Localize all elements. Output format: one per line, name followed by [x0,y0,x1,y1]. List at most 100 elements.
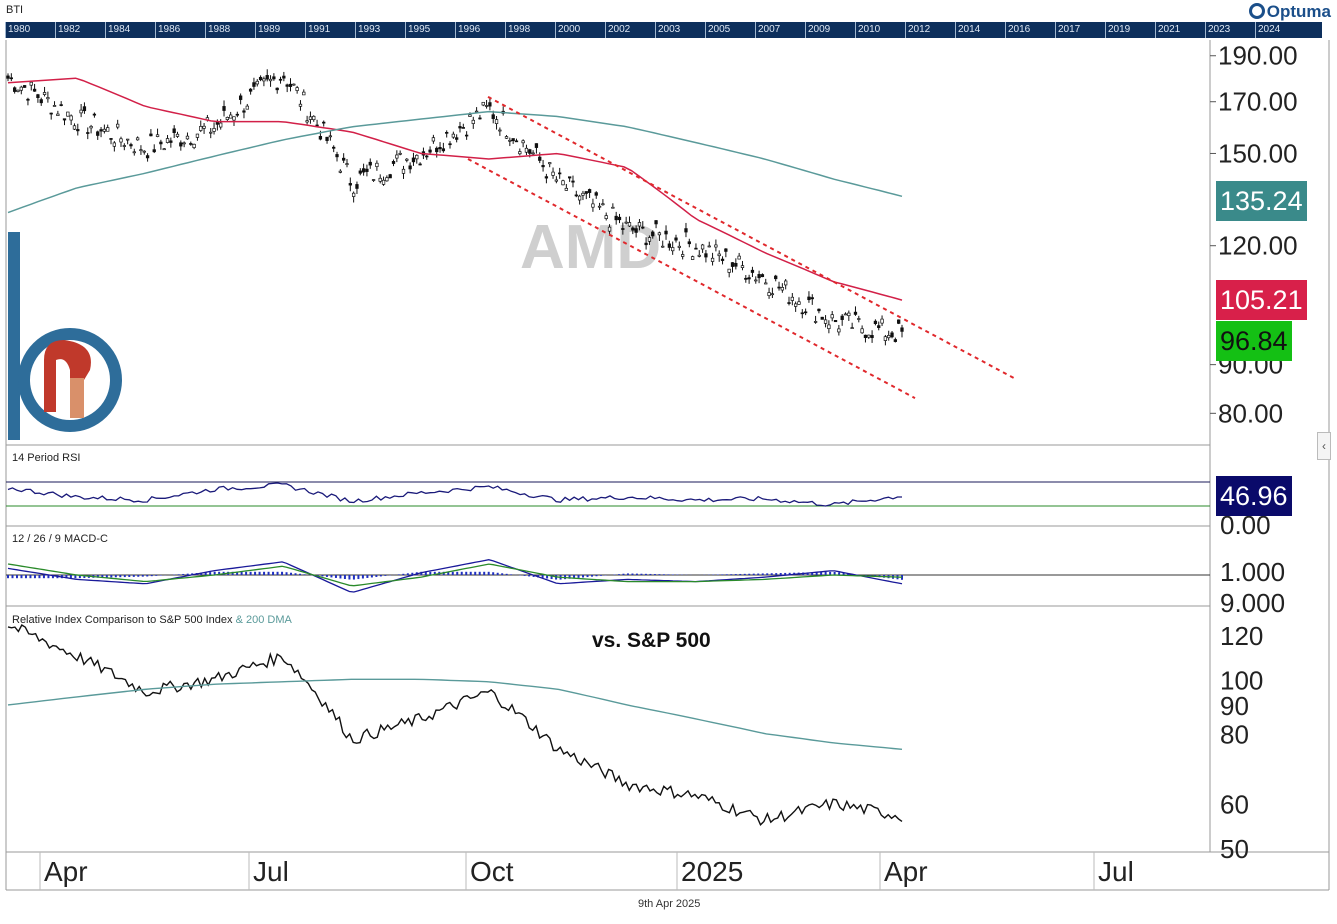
timeline-year-label: 2012 [908,24,931,35]
candle-body [272,76,276,80]
candle-body [295,87,299,91]
candle-body [754,279,758,282]
candle-body [258,76,263,81]
candle-body [72,125,77,130]
candle-body [697,254,701,257]
timeline-divider [105,22,106,38]
candle-body [278,78,283,81]
candle-body [491,114,495,119]
timeline-divider [955,22,956,38]
candle-body [750,269,755,273]
candle-body [681,254,685,257]
candle-body [82,106,87,112]
candle-body [667,243,672,248]
candle-body [162,148,166,151]
candle-body [604,215,608,219]
candle-body [441,148,446,152]
timeline-year-label: 2021 [1158,24,1181,35]
candle-body [528,149,532,154]
timeline-year-label: 1993 [358,24,381,35]
candle-body [800,312,804,315]
candle-body [644,242,648,246]
candle-body [611,206,615,209]
candle-body [52,105,57,107]
candle-body [561,180,565,186]
ma50-line [7,77,903,301]
candle-body [288,83,293,87]
timeline-year-label: 1980 [8,24,31,35]
timeline-year-label: 2007 [758,24,781,35]
candle-body [351,192,356,197]
candle-body [238,95,243,100]
candle-body [574,194,578,197]
candle-body [614,215,618,221]
candle-body [116,123,120,128]
candle-body [219,122,223,128]
candle-body [142,150,146,153]
candle-body [774,275,778,280]
candle-body [451,133,455,138]
macd-panel-title: 12 / 26 / 9 MACD-C [12,533,108,545]
candle-body [870,335,874,339]
timeline-divider [205,22,206,38]
relative-dma-line [7,678,903,750]
candle-body [857,318,861,320]
candle-body [730,262,735,267]
candle-body [581,192,585,196]
candle-body [810,297,814,300]
timeline-year-label: 1989 [258,24,281,35]
timeline-divider [655,22,656,38]
timeline-divider [705,22,706,38]
candle-body [265,75,269,80]
candle-body [883,336,888,341]
candle-body [558,172,562,175]
candle-body [724,248,728,252]
candle-body [514,140,519,143]
collapse-panel-button[interactable]: ‹ [1317,432,1331,460]
optuma-icon [1248,3,1265,19]
candle-body [192,143,196,149]
candle-body [807,296,811,301]
candle-body [302,91,306,96]
candle-body [700,244,705,250]
candle-body [521,140,525,144]
candle-body [275,87,279,91]
candle-body [169,140,173,143]
relative-axis-tick: 80 [1220,720,1249,750]
candle-body [348,183,352,186]
relative-axis-tick: 90 [1220,691,1249,721]
candle-body [325,136,329,141]
candle-body [395,154,399,159]
candle-body [654,220,658,225]
candle-body [863,334,868,338]
timeline-divider [1155,22,1156,38]
price-axis-tick: 120.00 [1218,231,1298,261]
candle-body [398,152,402,155]
candle-body [621,228,625,230]
candle-body [165,138,170,143]
candle-body [242,110,246,113]
candle-body [488,102,492,107]
timeline-year-label: 2009 [808,24,831,35]
candle-body [189,143,193,145]
candle-body [690,256,695,260]
candle-body [564,187,568,191]
candle-body [767,292,771,296]
candle-body [511,138,515,142]
candle-body [850,327,854,329]
timeline-navigator[interactable]: 1980 1982 1984 1986 1988 1989 1991 1993 1995 1996… [5,22,1322,38]
candle-body [9,77,13,80]
candle-body [494,119,499,124]
candle-body [298,103,303,107]
candle-body [744,277,748,280]
candle-body [551,171,555,176]
timeline-divider [605,22,606,38]
candle-body [455,137,459,140]
candle-body [877,325,881,328]
brand-name: Optuma [1266,2,1331,21]
candle-body [468,114,472,117]
candle-body [833,320,838,323]
candle-body [677,245,681,248]
ma50-value-box: 105.21 [1216,280,1307,320]
